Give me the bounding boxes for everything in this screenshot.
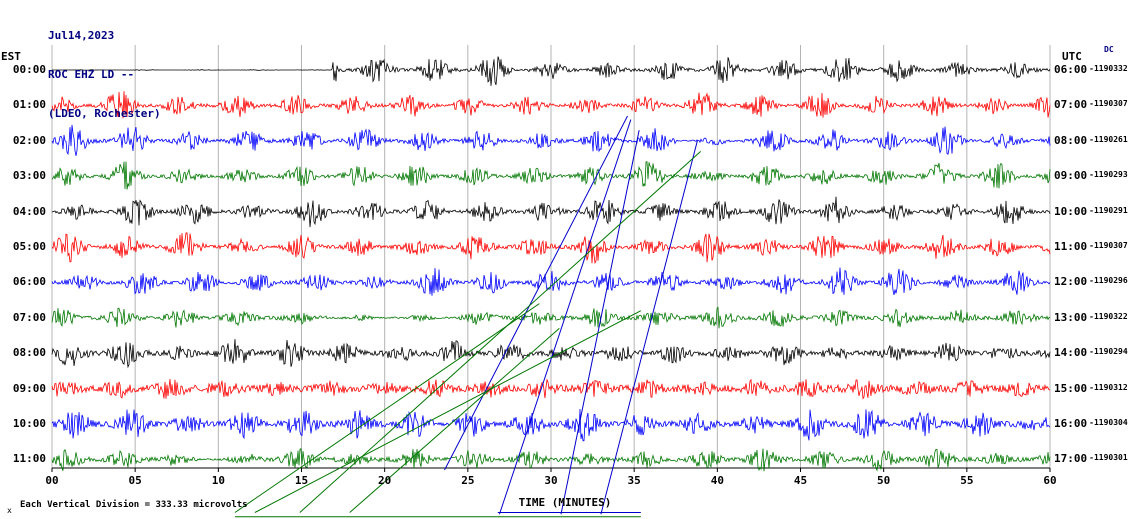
row-label-est-2: 02:00 (12, 133, 46, 147)
utc-time: 12:00 (1054, 275, 1088, 289)
header-station-name: (LDEO, Rochester) (48, 107, 161, 120)
x-tick-label-55: 55 (960, 474, 974, 487)
x-tick-label-40: 40 (710, 474, 724, 487)
row-label-est-7: 07:00 (12, 310, 46, 324)
utc-time: 15:00 (1054, 381, 1088, 395)
dc-count: -1190304 (1089, 418, 1128, 427)
trace-row-7 (51, 306, 1051, 329)
scale-marker: x (7, 506, 12, 515)
row-label-utc-2: 08:00 -1190261 (1054, 134, 1128, 147)
dc-count: -1190307 (1089, 99, 1128, 109)
dc-count: -1190294 (1089, 347, 1128, 357)
artifact-line-7 (299, 151, 702, 513)
trace-row-4 (51, 196, 1051, 228)
trace-row-0 (52, 56, 1051, 86)
row-label-utc-11: 17:00 -1190301 (1054, 452, 1128, 465)
x-tick-label-20: 20 (378, 474, 392, 487)
row-label-est-10: 10:00 (12, 417, 46, 430)
right-axis-title: UTC (1062, 50, 1082, 63)
dc-count: -1190301 (1089, 453, 1128, 463)
trace-row-3 (51, 161, 1051, 190)
trace-row-11 (51, 448, 1051, 472)
utc-time: 09:00 (1054, 169, 1088, 183)
trace-row-6 (51, 267, 1051, 296)
x-tick-label-35: 35 (627, 474, 641, 487)
row-label-utc-10: 16:00 -1190304 (1054, 417, 1128, 430)
x-tick-label-30: 30 (544, 474, 558, 487)
utc-time: 14:00 (1054, 346, 1088, 360)
dc-count: -1190322 (1089, 311, 1128, 321)
artifact-line-3 (600, 140, 698, 515)
row-label-est-6: 06:00 (12, 275, 46, 289)
x-tick-label-45: 45 (793, 474, 808, 487)
x-tick-label-15: 15 (294, 474, 309, 487)
x-tick-label-25: 25 (461, 474, 475, 487)
trace-row-2 (51, 124, 1051, 156)
x-axis-title: TIME (MINUTES) (518, 496, 612, 509)
artifact-line-1 (498, 119, 632, 515)
trace-row-5 (51, 232, 1051, 265)
artifact-line-0 (444, 115, 628, 471)
utc-time: 16:00 (1054, 417, 1088, 430)
dc-count: -1190291 (1089, 205, 1128, 215)
row-label-utc-4: 10:00 -1190291 (1054, 205, 1128, 218)
header-station-code: ROC EHZ LD -- (48, 68, 135, 81)
x-tick-label-50: 50 (877, 474, 891, 487)
x-tick-label-10: 10 (211, 474, 225, 487)
utc-time: 08:00 (1054, 133, 1088, 147)
row-label-est-11: 11:00 (12, 452, 46, 466)
left-axis-title: EST (1, 50, 21, 63)
row-label-est-8: 08:00 (12, 346, 46, 360)
row-label-est-3: 03:00 (12, 169, 46, 183)
row-label-utc-6: 12:00 -1190296 (1054, 275, 1128, 288)
dc-count: -1190293 (1089, 170, 1128, 180)
dc-corner-label: DC (1104, 45, 1114, 54)
dc-count: -1190261 (1089, 134, 1128, 144)
header-date: Jul14,2023 (48, 29, 115, 42)
dc-count: -1190307 (1089, 241, 1128, 250)
row-label-est-5: 05:00 (12, 240, 46, 253)
row-label-est-0: 00:00 (12, 63, 46, 76)
row-label-utc-1: 07:00 -1190307 (1054, 98, 1128, 111)
plot-header: Jul14,2023 ROC EHZ LD -- (LDEO, Rocheste… (48, 3, 161, 146)
x-tick-label-0: 00 (45, 474, 59, 487)
utc-time: 07:00 (1054, 98, 1088, 112)
artifact-line-8 (349, 328, 560, 513)
utc-time: 13:00 (1054, 310, 1088, 324)
trace-row-9 (51, 378, 1051, 400)
row-label-utc-0: 06:00 -1190332 (1054, 63, 1128, 76)
utc-time: 17:00 (1054, 452, 1088, 466)
trace-row-8 (51, 339, 1051, 369)
row-label-utc-9: 15:00 -1190312 (1054, 382, 1128, 395)
x-tick-label-60: 60 (1043, 474, 1057, 487)
trace-row-1 (51, 91, 1051, 119)
row-label-utc-7: 13:00 -1190322 (1054, 311, 1128, 324)
row-label-utc-5: 11:00 -1190307 (1054, 240, 1128, 253)
artifact-line-2 (560, 130, 640, 515)
dc-count: -1190296 (1089, 276, 1128, 286)
row-label-est-9: 09:00 (12, 381, 46, 395)
scale-note: Each Vertical Division = 333.33 microvol… (20, 500, 248, 510)
dc-count: -1190332 (1089, 64, 1128, 73)
utc-time: 11:00 (1054, 240, 1088, 253)
utc-time: 06:00 (1054, 63, 1088, 76)
dc-count: -1190312 (1089, 382, 1128, 392)
x-axis (51, 467, 1051, 472)
row-label-utc-3: 09:00 -1190293 (1054, 169, 1128, 182)
row-label-est-4: 04:00 (12, 204, 46, 218)
artifact-line-5 (234, 303, 540, 513)
x-tick-label-5: 05 (128, 474, 142, 487)
row-label-est-1: 01:00 (12, 98, 46, 112)
artifact-line-6 (254, 310, 642, 513)
row-label-utc-8: 14:00 -1190294 (1054, 346, 1128, 359)
utc-time: 10:00 (1054, 204, 1088, 218)
gridlines (51, 45, 1051, 468)
trace-row-10 (51, 408, 1051, 442)
